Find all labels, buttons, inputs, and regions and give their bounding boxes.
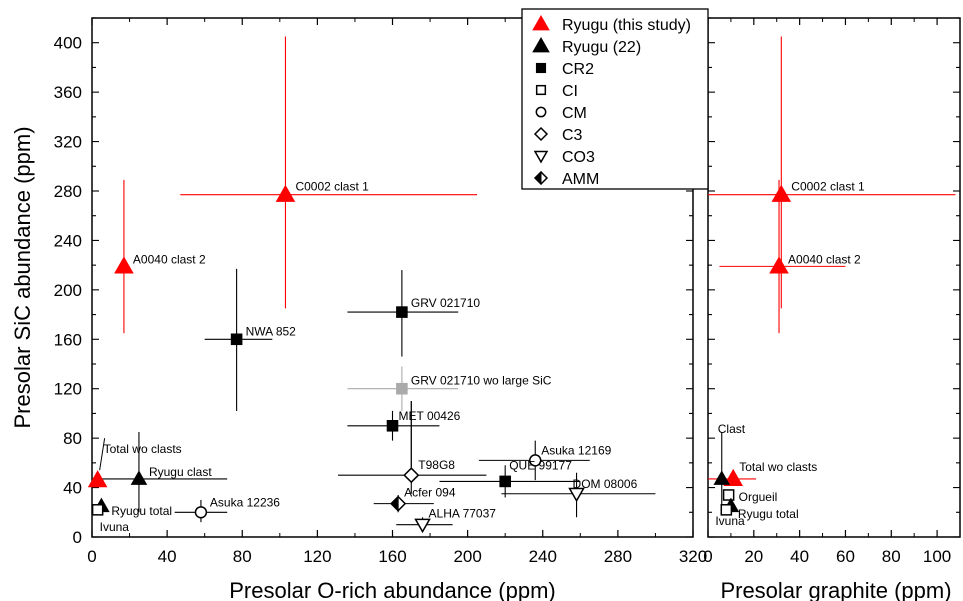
panel-1-c0002-clast-1-marker: [275, 184, 296, 202]
panel-1-acfer-094-marker-fill: [390, 495, 399, 512]
panel-2-clast-label: Clast: [718, 422, 746, 436]
panel-1-x-axis-title: Presolar O-rich abundance (ppm): [229, 578, 555, 601]
panel-1-ytick-label: 360: [54, 83, 82, 102]
panel-1-xtick-label: 240: [529, 547, 557, 566]
legend-label-co3: CO3: [562, 149, 595, 166]
panel-2-ivuna-label: Ivuna: [715, 514, 745, 528]
legend-marker-co3: [533, 150, 549, 164]
panel-2-frame: [707, 17, 961, 538]
legend-marker-ryugu-this-study: [532, 14, 550, 31]
panel-1-leader-total: [99, 438, 106, 471]
panel-2-total-wo-clasts-label: Total wo clasts: [739, 460, 817, 474]
panel-2-total-wo-clasts-marker: [723, 468, 743, 487]
panel-1-ytick-label: 0: [73, 528, 82, 547]
panel-2-ivuna-marker: [720, 504, 733, 516]
panel-1-total-wo-clasts-label: Total wo clasts: [104, 442, 182, 456]
panel-2-c0002-clast-1-label: C0002 clast 1: [791, 180, 865, 194]
panel-1-xtick-label: 80: [233, 547, 252, 566]
panel-1-asuka-12236-marker: [194, 506, 208, 519]
legend-label-ci: CI: [562, 83, 578, 100]
legend-label-amm: AMM: [562, 171, 599, 188]
panel-1-que-99177-label: QUE 99177: [509, 458, 572, 472]
panel-1-dom-08006-marker: [568, 487, 585, 503]
panel-2-x-axis-title: Presolar graphite (ppm): [720, 578, 951, 601]
panel-2-xtick-label: 80: [882, 547, 901, 566]
panel-1-xtick-label: 40: [158, 547, 177, 566]
panel-2-c0002-clast-1-marker: [771, 184, 792, 202]
panel-1-ivuna-marker: [91, 504, 104, 516]
panel-1-met-00426-marker: [386, 419, 399, 432]
panel-1-ytick-label: 280: [54, 182, 82, 201]
panel-1-grv-021710-label: GRV 021710: [411, 296, 480, 310]
panel-1-ytick-label: 320: [54, 133, 82, 152]
panel-1-grv-021710-wo-large-sic-marker: [396, 382, 408, 395]
panel-2-orgueil-marker: [722, 489, 735, 501]
panel-1-a0040-clast-2-label: A0040 clast 2: [133, 252, 206, 266]
panel-2-ryugu-total-label: Ryugu total: [738, 507, 799, 521]
panel-1-xtick-label: 0: [87, 547, 96, 566]
panel-1-ytick-label: 200: [54, 281, 82, 300]
panel-1-t98g8-label: T98G8: [418, 458, 455, 472]
panel-2-orgueil-label: Orgueil: [739, 490, 778, 504]
panel-1-asuka-12169-marker: [529, 454, 542, 467]
panel-1-t98g8-marker: [403, 467, 420, 484]
panel-1-alha-77037-marker: [414, 518, 431, 534]
panel-1-grv-021710-marker: [396, 306, 408, 318]
panel-2-a0040-clast-2-label: A0040 clast 2: [788, 252, 861, 266]
legend-marker-ci: [535, 84, 547, 96]
panel-1-met-00426-label: MET 00426: [399, 409, 461, 423]
panel-1-xtick-label: 160: [378, 547, 406, 566]
panel-1-dom-08006-label: DOM 08006: [573, 477, 638, 491]
panel-2-xtick-label: 0: [703, 547, 712, 566]
panel-1-xtick-label: 280: [604, 547, 632, 566]
panel-1-ryugu-total-label: Ryugu total: [111, 504, 172, 518]
panel-1-ytick-label: 120: [54, 380, 82, 399]
panel-2-xtick-label: 60: [836, 547, 855, 566]
panel-1-nwa-852-label: NWA 852: [246, 324, 297, 338]
legend-marker-cm: [535, 106, 547, 118]
panel-1-c0002-clast-1-label: C0002 clast 1: [295, 180, 369, 194]
panel-1-ytick-label: 40: [63, 479, 82, 498]
panel-1-ryugu-clast-marker: [130, 470, 148, 485]
legend-marker-amm-fill: [534, 170, 542, 186]
legend-marker-ryugu-22: [532, 36, 550, 53]
legend-label-ryugu-22: Ryugu (22): [562, 39, 641, 56]
panel-1-xtick-label: 120: [303, 547, 331, 566]
panel-2-xtick-label: 40: [790, 547, 809, 566]
panel-1-ytick-label: 240: [54, 231, 82, 250]
panel-1-nwa-852-marker: [230, 333, 243, 346]
panel-1-y-axis-title: Presolar SiC abundance (ppm): [10, 126, 35, 428]
panel-1-ivuna-label: Ivuna: [100, 520, 130, 534]
panel-1-que-99177-marker: [499, 475, 511, 488]
panel-1-ryugu-clast-label: Ryugu clast: [149, 465, 212, 479]
panel-1-total-wo-clasts-marker: [87, 470, 108, 488]
panel-1-a0040-clast-2-marker: [114, 256, 134, 274]
legend-marker-c3: [533, 126, 549, 142]
legend-box: [521, 8, 709, 190]
panel-1-ytick-label: 160: [54, 330, 82, 349]
panel-1-ytick-label: 80: [63, 429, 82, 448]
legend-label-cm: CM: [562, 105, 587, 122]
panel-1-asuka-12169-label: Asuka 12169: [541, 443, 611, 457]
panel-2-clast-marker: [713, 470, 731, 485]
panel-1-xtick-label: 200: [453, 547, 481, 566]
panel-1-ytick-label: 400: [54, 34, 82, 53]
legend-label-c3: C3: [562, 127, 583, 144]
panel-1-asuka-12236-label: Asuka 12236: [210, 495, 280, 509]
panel-1-acfer-094-label: Acfer 094: [404, 486, 456, 500]
legend-marker-cr2: [535, 62, 547, 74]
panel-1-alha-77037-label: ALHA 77037: [429, 507, 497, 521]
legend-label-cr2: CR2: [562, 61, 594, 78]
panel-2-xtick-label: 20: [744, 547, 763, 566]
panel-1-grv-021710-wo-large-sic-label: GRV 021710 wo large SiC: [411, 374, 552, 388]
panel-2-xtick-label: 100: [923, 547, 951, 566]
panel-2-a0040-clast-2-marker: [769, 256, 789, 274]
panel-1-xtick-label: 320: [679, 547, 707, 566]
legend-label-ryugu-this-study: Ryugu (this study): [562, 17, 691, 34]
